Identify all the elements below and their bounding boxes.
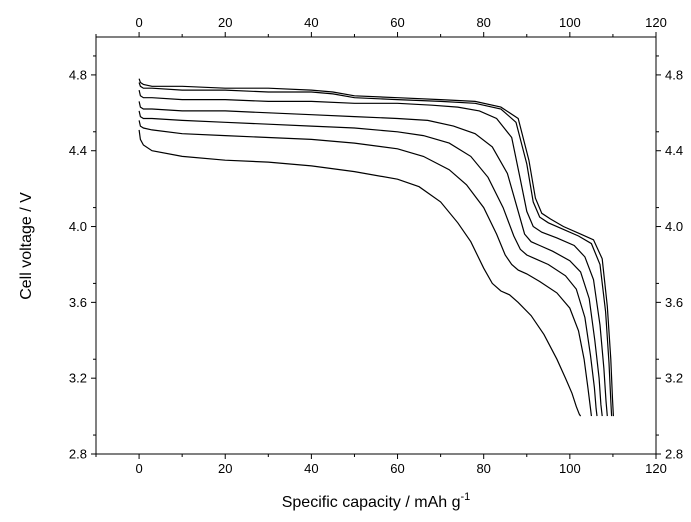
y-tick-label-right: 4.4 bbox=[665, 143, 683, 158]
x-tick-label-bottom: 60 bbox=[390, 461, 404, 476]
y-tick-label-left: 4.0 bbox=[69, 219, 87, 234]
y-tick-label-right: 4.8 bbox=[665, 67, 683, 82]
x-tick-label-bottom: 80 bbox=[476, 461, 490, 476]
y-tick-label-right: 3.2 bbox=[665, 371, 683, 386]
x-axis-title: Specific capacity / mAh g-1 bbox=[282, 491, 471, 511]
y-axis-title: Cell voltage / V bbox=[18, 192, 35, 300]
x-axis-title-superscript: -1 bbox=[460, 491, 470, 503]
discharge-curve-3 bbox=[138, 110, 598, 417]
y-tick-label-right: 4.0 bbox=[665, 219, 683, 234]
discharge-curve-1 bbox=[138, 129, 582, 417]
x-tick-label-top: 100 bbox=[559, 15, 581, 30]
x-tick-label-top: 80 bbox=[476, 15, 490, 30]
discharge-curve-6 bbox=[138, 82, 613, 417]
x-tick-label-top: 120 bbox=[645, 15, 667, 30]
x-tick-label-bottom: 0 bbox=[135, 461, 142, 476]
x-tick-label-top: 20 bbox=[218, 15, 232, 30]
axis-ticks bbox=[91, 32, 661, 459]
x-tick-label-top: 40 bbox=[304, 15, 318, 30]
x-tick-label-bottom: 40 bbox=[304, 461, 318, 476]
y-tick-label-left: 4.4 bbox=[69, 143, 87, 158]
y-tick-label-right: 3.6 bbox=[665, 295, 683, 310]
y-tick-label-right: 2.8 bbox=[665, 447, 683, 462]
discharge-curve-2 bbox=[138, 120, 592, 417]
y-tick-label-left: 2.8 bbox=[69, 447, 87, 462]
x-tick-label-bottom: 20 bbox=[218, 461, 232, 476]
x-tick-label-bottom: 100 bbox=[559, 461, 581, 476]
x-tick-label-bottom: 120 bbox=[645, 461, 667, 476]
discharge-curve-7 bbox=[138, 78, 614, 417]
y-tick-label-left: 3.6 bbox=[69, 295, 87, 310]
y-tick-label-left: 4.8 bbox=[69, 67, 87, 82]
discharge-curve-5 bbox=[138, 89, 608, 417]
x-axis-title-main: Specific capacity / mAh g bbox=[282, 494, 461, 511]
series-group bbox=[138, 78, 614, 417]
x-tick-label-top: 60 bbox=[390, 15, 404, 30]
x-tick-label-top: 0 bbox=[135, 15, 142, 30]
plot-frame bbox=[95, 36, 657, 455]
discharge-curve-4 bbox=[138, 101, 603, 417]
y-tick-label-left: 3.2 bbox=[69, 371, 87, 386]
